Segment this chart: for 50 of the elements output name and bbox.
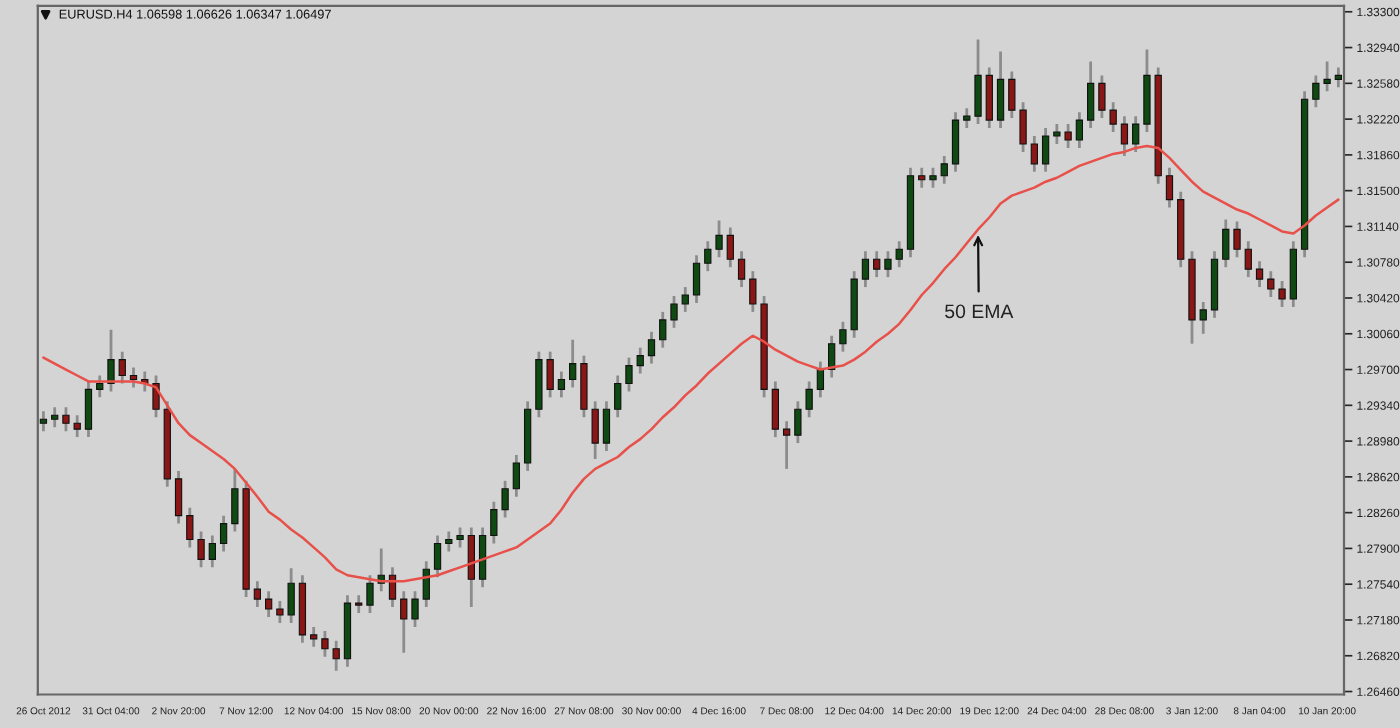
candlestick (873, 249, 881, 279)
candlestick (726, 226, 734, 269)
candlestick (39, 409, 48, 433)
candlestick (310, 625, 318, 649)
candlestick (1120, 114, 1129, 158)
candlestick (602, 399, 611, 453)
series-label: 50 EMA (945, 304, 1014, 319)
candlestick (1132, 114, 1140, 154)
candlestick (512, 453, 521, 499)
candlestick (614, 374, 622, 419)
candlestick (219, 514, 228, 553)
candlestick (929, 166, 937, 190)
candlestick (1086, 60, 1095, 130)
candlestick (659, 310, 667, 350)
candlestick (569, 338, 577, 389)
candlestick (861, 249, 870, 289)
candlestick (253, 579, 262, 609)
candlestick (996, 50, 1005, 130)
candlestick (557, 370, 566, 399)
candlestick (940, 154, 948, 186)
candlestick (84, 380, 93, 439)
candlestick (782, 419, 791, 471)
candlestick (1041, 126, 1050, 174)
candlestick (737, 249, 746, 289)
candlestick (118, 350, 126, 385)
candlestick (951, 110, 960, 174)
candlestick (681, 285, 689, 314)
candlestick (771, 380, 780, 439)
candlestick (129, 366, 138, 389)
candlestick (51, 405, 59, 429)
candlestick (816, 360, 825, 399)
candlestick (1334, 66, 1343, 89)
candlestick (264, 589, 273, 619)
candlestick (433, 534, 442, 579)
candlestick (467, 526, 475, 609)
candlestick (670, 294, 678, 330)
candlestick (647, 330, 656, 365)
candlestick (692, 253, 701, 305)
candlestick (1075, 110, 1084, 150)
candlestick (1244, 239, 1252, 279)
candlestick (1255, 259, 1264, 289)
candlestick (985, 66, 993, 130)
candlestick (1165, 166, 1174, 209)
candlestick (478, 526, 487, 589)
candlestick (174, 469, 183, 525)
candlestick (1030, 134, 1038, 174)
candlestick (208, 534, 216, 569)
candlestick (96, 374, 104, 399)
candlestick (918, 166, 926, 190)
candlestick (107, 328, 115, 393)
